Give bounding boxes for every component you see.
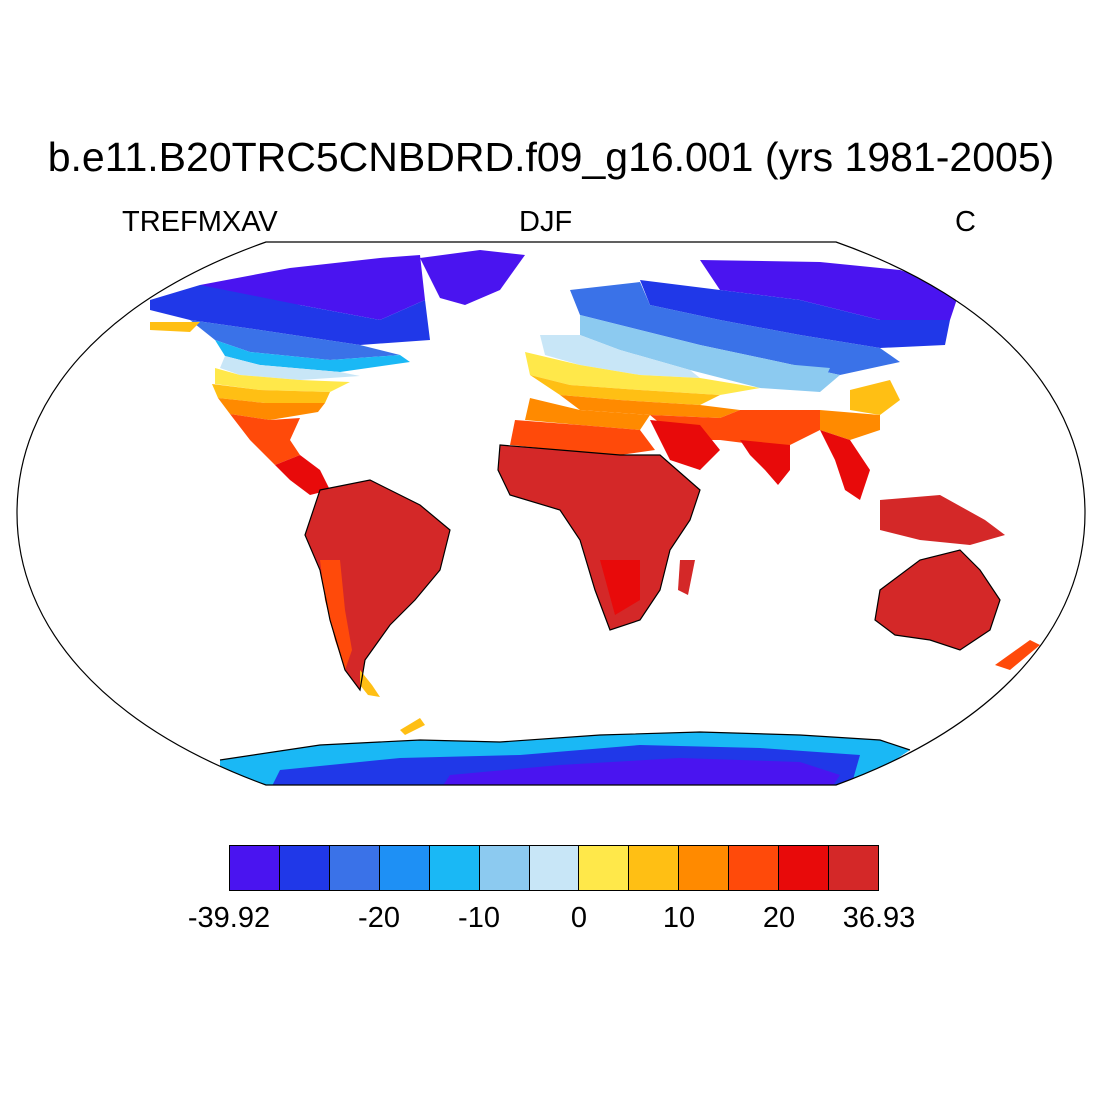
colorbar-box <box>379 846 430 890</box>
colorbar-box <box>329 846 380 890</box>
colorbar-label: 36.93 <box>842 902 916 934</box>
units-label: C <box>955 206 976 238</box>
colorbar-label: -39.92 <box>187 902 271 934</box>
plot-title: b.e11.B20TRC5CNBDRD.f09_g16.001 (yrs 198… <box>47 134 1055 180</box>
coastlines <box>219 444 1001 761</box>
colorbar-box <box>729 846 780 890</box>
variable-name: TREFMXAV <box>122 206 278 238</box>
south-america <box>305 480 450 697</box>
colorbar-box <box>230 846 280 890</box>
colorbar-label: 20 <box>762 902 796 934</box>
colorbar-label: -10 <box>458 902 500 934</box>
colorbar-box <box>429 846 480 890</box>
colorbar-box <box>679 846 730 890</box>
colorbar-box <box>279 846 330 890</box>
colorbar-box <box>529 846 580 890</box>
africa <box>498 398 700 630</box>
season-label: DJF <box>519 206 573 238</box>
colorbar-label: -20 <box>358 902 400 934</box>
colorbar-box <box>829 846 878 890</box>
colorbar-box <box>479 846 530 890</box>
map-boundary <box>16 241 1086 786</box>
colorbar <box>229 845 879 891</box>
antarctica <box>220 718 910 785</box>
colorbar-label: 10 <box>662 902 696 934</box>
colorbar-box <box>579 846 630 890</box>
colorbar-label: 0 <box>570 902 588 934</box>
north-america <box>150 250 525 495</box>
australia <box>875 550 1040 670</box>
colorbar-box <box>779 846 830 890</box>
colorbar-box <box>629 846 680 890</box>
eurasia <box>525 260 1005 545</box>
